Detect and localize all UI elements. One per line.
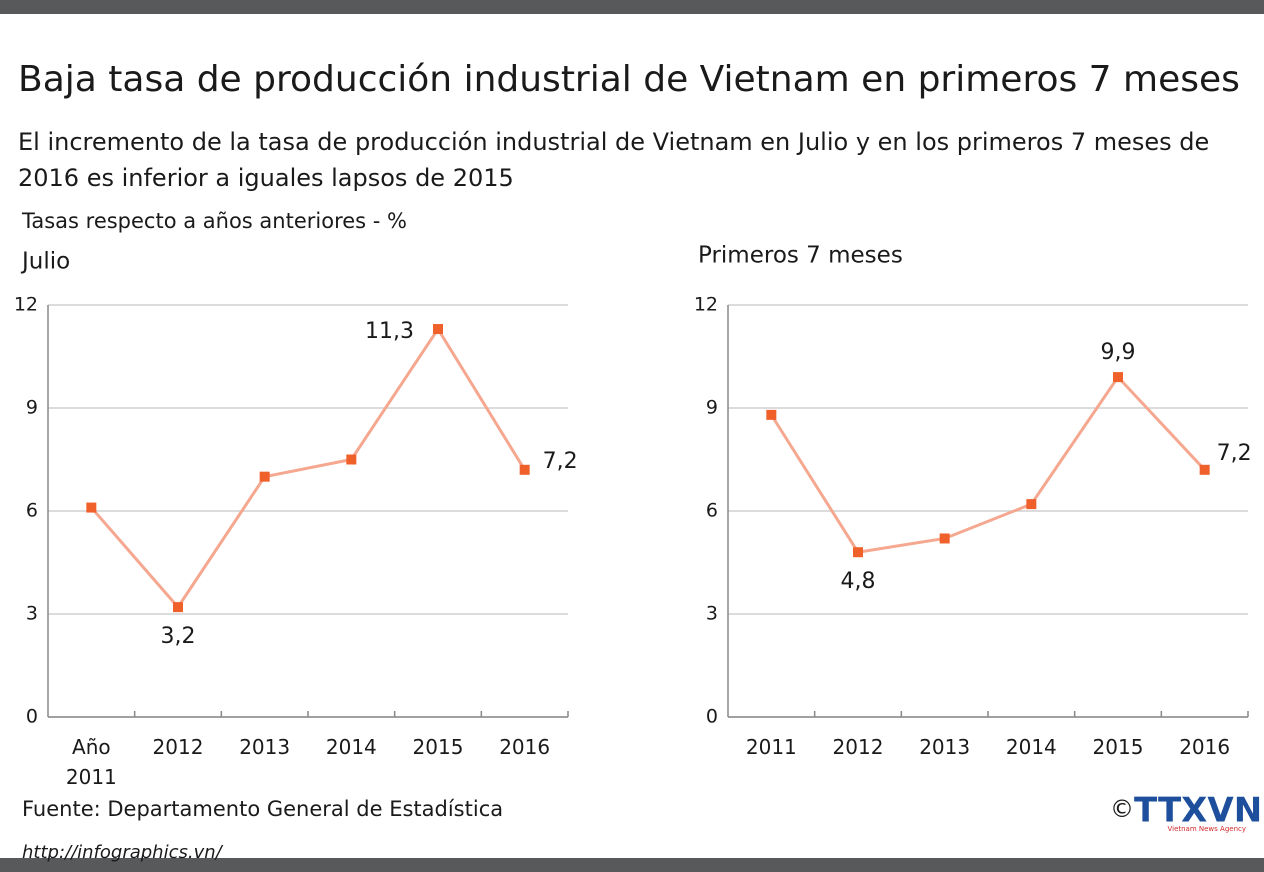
- chart-subtitle: Primeros 7 meses: [698, 243, 903, 269]
- x-tick-label: 2011: [745, 735, 797, 759]
- marker: [519, 464, 530, 475]
- x-tick-label: 2015: [412, 735, 464, 759]
- marker: [766, 409, 777, 420]
- x-tick-label: 2016: [499, 735, 551, 759]
- bottom-bar: [0, 858, 1264, 872]
- line: [90, 326, 526, 610]
- value-label: 7,2: [543, 449, 578, 474]
- unit-note: Tasas respecto a años anteriores - %: [21, 209, 407, 233]
- marker: [1026, 499, 1037, 510]
- x-tick-label: 2016: [1179, 735, 1231, 759]
- x-tick-label: 2013: [239, 735, 291, 759]
- line: [770, 374, 1206, 554]
- marker: [86, 502, 97, 513]
- x-tick-label: 2015: [1092, 735, 1144, 759]
- x-tick-label: 2014: [325, 735, 377, 759]
- title: Baja tasa de producción industrial de Vi…: [18, 59, 1240, 100]
- marker: [433, 324, 443, 335]
- marker: [939, 533, 950, 544]
- y-tick-label: 12: [694, 294, 718, 316]
- x-tick-label: 2014: [1005, 735, 1057, 759]
- value-label: 4,8: [841, 569, 876, 594]
- y-tick-label: 12: [14, 294, 38, 316]
- x-tick-label: 2012: [152, 735, 204, 759]
- logo: TTXVN: [1134, 791, 1262, 831]
- marker: [853, 547, 863, 558]
- copyright: ©: [1110, 795, 1134, 823]
- y-tick-label: 9: [706, 397, 718, 419]
- y-tick-label: 9: [26, 397, 38, 419]
- y-tick-label: 3: [706, 603, 718, 625]
- subtitle: El incremento de la tasa de producción i…: [18, 128, 1210, 192]
- value-label: 3,2: [161, 624, 196, 649]
- top-bar: [0, 0, 1264, 14]
- marker: [173, 602, 183, 613]
- x-tick-label: Año 2011: [65, 735, 117, 789]
- logo-sub: Vietnam News Agency: [1167, 825, 1246, 833]
- y-tick-label: 6: [706, 500, 718, 522]
- x-tick-label: 2012: [832, 735, 884, 759]
- marker: [346, 454, 357, 465]
- source: Fuente: Departamento General de Estadíst…: [22, 797, 503, 821]
- y-tick-label: 6: [26, 500, 38, 522]
- y-tick-label: 0: [706, 706, 718, 728]
- y-tick-label: 0: [26, 706, 38, 728]
- x-tick-label: 2013: [919, 735, 971, 759]
- url: http://infographics.vn/: [22, 842, 224, 863]
- marker: [1199, 464, 1210, 475]
- value-label: 11,3: [365, 319, 414, 344]
- value-label: 7,2: [1217, 441, 1252, 466]
- y-tick-label: 3: [26, 603, 38, 625]
- marker: [259, 471, 270, 482]
- chart-subtitle: Julio: [20, 249, 70, 275]
- url-tab: [0, 842, 296, 858]
- marker: [1113, 372, 1123, 383]
- value-label: 9,9: [1101, 340, 1136, 365]
